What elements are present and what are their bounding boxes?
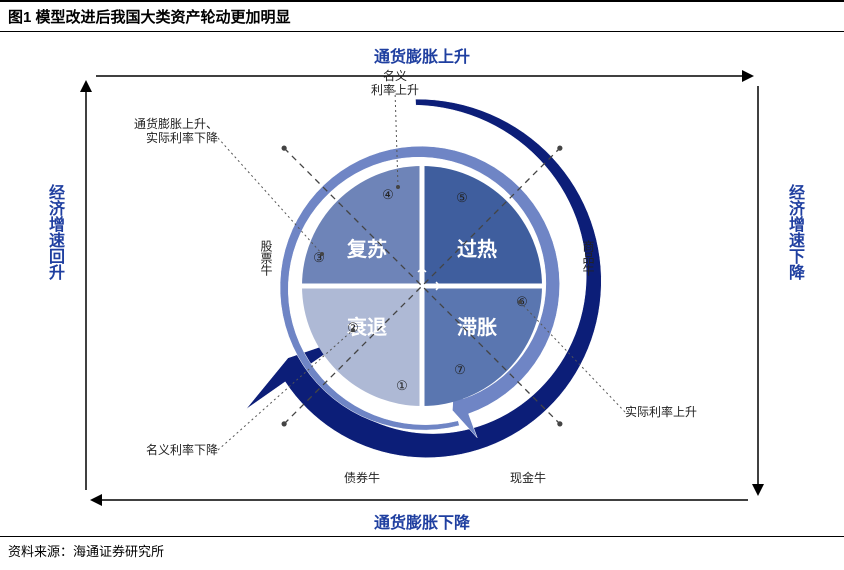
- svg-text:②: ②: [347, 320, 359, 335]
- svg-text:⑤: ⑤: [456, 190, 468, 205]
- svg-text:名义: 名义: [383, 68, 407, 83]
- svg-text:④: ④: [382, 187, 394, 202]
- svg-text:现金牛: 现金牛: [510, 470, 546, 485]
- label-inflation-up: 通货膨胀上升: [374, 47, 470, 66]
- svg-text:⑥: ⑥: [516, 294, 528, 309]
- figure-container: 图1 模型改进后我国大类资产轮动更加明显 通货膨胀上升 通货膨胀下降 经济增速回…: [0, 0, 844, 570]
- svg-text:名义利率下降: 名义利率下降: [146, 442, 218, 457]
- svg-text:⑦: ⑦: [454, 362, 466, 377]
- label-growth-down: 经济增速下降: [782, 184, 806, 384]
- svg-text:复苏: 复苏: [346, 237, 387, 261]
- svg-text:债券牛: 债券牛: [344, 470, 380, 485]
- svg-text:①: ①: [396, 378, 408, 393]
- figure-title: 图1 模型改进后我国大类资产轮动更加明显: [0, 0, 844, 32]
- svg-text:过热: 过热: [457, 238, 497, 261]
- diagram-svg: 通货膨胀上升 通货膨胀下降 经济增速回升 经济增速下降 复苏过热滞胀衰退 ①②③…: [0, 34, 844, 538]
- svg-text:实际利率下降: 实际利率下降: [146, 130, 218, 145]
- label-inflation-down: 通货膨胀下降: [374, 513, 471, 532]
- label-growth-up: 经济增速回升: [42, 184, 66, 384]
- svg-text:实际利率上升: 实际利率上升: [625, 404, 697, 419]
- svg-text:利率上升: 利率上升: [371, 82, 419, 97]
- figure-source: 资料来源：海通证券研究所: [0, 536, 844, 564]
- svg-text:通货膨胀上升、: 通货膨胀上升、: [134, 116, 218, 131]
- diagram-area: 通货膨胀上升 通货膨胀下降 经济增速回升 经济增速下降 复苏过热滞胀衰退 ①②③…: [0, 34, 844, 538]
- svg-text:③: ③: [313, 250, 325, 265]
